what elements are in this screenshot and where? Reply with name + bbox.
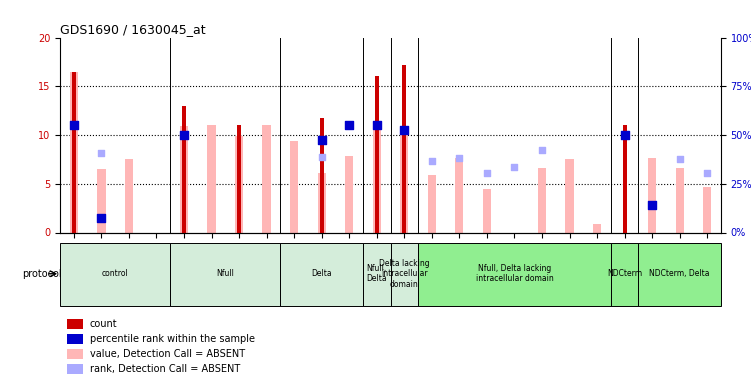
FancyBboxPatch shape <box>611 243 638 306</box>
Bar <box>566 159 574 232</box>
Point <box>508 164 520 170</box>
Bar <box>403 65 406 232</box>
Text: GDS1690 / 1630045_at: GDS1690 / 1630045_at <box>60 23 206 36</box>
Point <box>646 202 658 208</box>
FancyBboxPatch shape <box>638 243 721 306</box>
Bar <box>703 187 711 232</box>
FancyBboxPatch shape <box>363 243 391 306</box>
FancyBboxPatch shape <box>60 243 170 306</box>
Text: NDCterm: NDCterm <box>607 269 642 278</box>
Point <box>619 132 631 138</box>
Point <box>315 137 327 143</box>
Text: Nfull,
Delta: Nfull, Delta <box>366 264 387 284</box>
Bar <box>237 125 241 232</box>
FancyBboxPatch shape <box>67 349 83 359</box>
Bar <box>207 125 216 232</box>
FancyBboxPatch shape <box>67 334 83 344</box>
Bar <box>623 125 626 232</box>
Bar <box>320 118 324 232</box>
Bar <box>72 72 76 232</box>
FancyBboxPatch shape <box>67 364 83 374</box>
Bar <box>372 124 381 232</box>
Bar <box>70 72 78 232</box>
FancyBboxPatch shape <box>418 243 611 306</box>
Bar <box>262 125 270 232</box>
Point <box>178 132 190 138</box>
Point <box>398 127 410 133</box>
Point <box>481 170 493 176</box>
Point <box>315 154 327 160</box>
Point <box>371 122 383 128</box>
Text: percentile rank within the sample: percentile rank within the sample <box>90 334 255 344</box>
Bar <box>538 168 546 232</box>
Bar <box>676 168 683 232</box>
Bar <box>375 75 379 232</box>
Text: Delta lacking
intracellular
domain: Delta lacking intracellular domain <box>379 259 430 289</box>
Bar <box>235 136 243 232</box>
Point <box>343 122 355 128</box>
Bar <box>345 156 353 232</box>
Point <box>95 215 107 221</box>
Bar <box>593 224 601 232</box>
FancyBboxPatch shape <box>391 243 418 306</box>
FancyBboxPatch shape <box>170 243 280 306</box>
Point <box>68 122 80 128</box>
Text: Nfull, Delta lacking
intracellular domain: Nfull, Delta lacking intracellular domai… <box>475 264 553 284</box>
Text: Delta: Delta <box>312 269 332 278</box>
Bar <box>290 141 298 232</box>
Text: control: control <box>102 269 128 278</box>
Text: Nfull: Nfull <box>216 269 234 278</box>
Bar <box>483 189 491 232</box>
FancyBboxPatch shape <box>280 243 363 306</box>
Bar <box>125 159 133 232</box>
Bar <box>179 126 188 232</box>
Bar <box>400 131 409 232</box>
Text: value, Detection Call = ABSENT: value, Detection Call = ABSENT <box>90 349 245 359</box>
Point <box>536 147 548 153</box>
Bar <box>98 169 105 232</box>
Point <box>454 155 466 161</box>
Bar <box>428 175 436 232</box>
Text: protocol: protocol <box>22 269 62 279</box>
Bar <box>318 173 326 232</box>
FancyBboxPatch shape <box>67 319 83 329</box>
Bar <box>455 158 463 232</box>
Text: rank, Detection Call = ABSENT: rank, Detection Call = ABSENT <box>90 364 240 374</box>
Bar <box>648 158 656 232</box>
Text: NDCterm, Delta: NDCterm, Delta <box>650 269 710 278</box>
Point <box>701 170 713 176</box>
Point <box>426 158 438 164</box>
Point <box>674 156 686 162</box>
Bar <box>182 106 186 232</box>
Point <box>95 150 107 156</box>
Text: count: count <box>90 319 117 329</box>
